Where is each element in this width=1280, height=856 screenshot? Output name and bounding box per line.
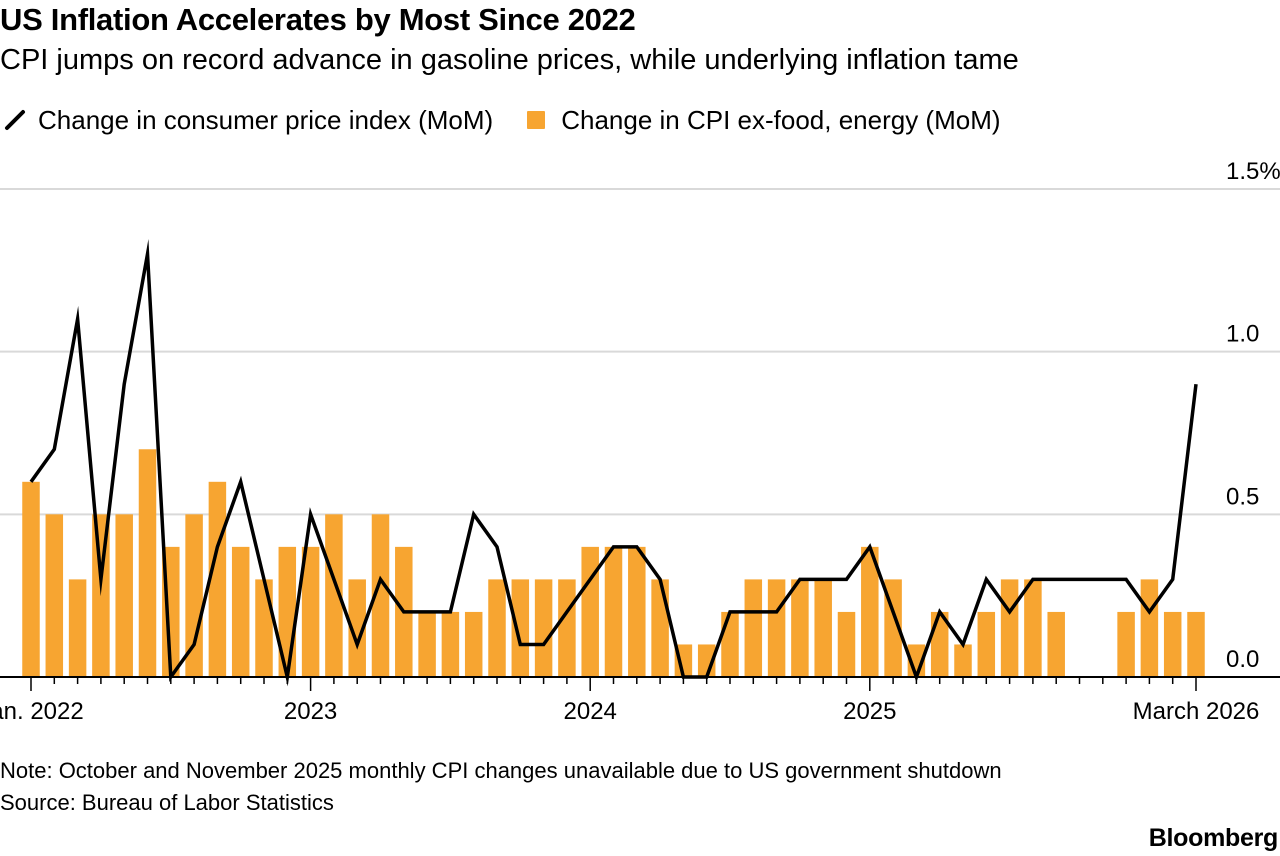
core-cpi-bar xyxy=(651,579,669,677)
chart-subtitle: CPI jumps on record advance in gasoline … xyxy=(0,44,1019,76)
core-cpi-bar xyxy=(581,546,599,677)
core-cpi-bar xyxy=(861,546,879,677)
footnote: Note: October and November 2025 monthly … xyxy=(0,758,1002,783)
core-cpi-bar xyxy=(977,611,996,677)
x-tick-label: March 2026 xyxy=(1133,698,1260,725)
core-cpi-bar xyxy=(68,579,87,677)
core-cpi-bar xyxy=(628,546,646,677)
core-cpi-bar xyxy=(791,579,809,677)
bloomberg-logo: Bloomberg xyxy=(1148,824,1279,852)
y-tick-label: 0.5 xyxy=(1226,483,1259,510)
legend-item-cpi: Change in consumer price index (MoM) xyxy=(4,105,493,136)
core-cpi-bar xyxy=(1117,611,1135,677)
y-tick-label: 0.0 xyxy=(1226,646,1259,673)
core-cpi-bar xyxy=(22,481,40,677)
core-cpi-bar xyxy=(418,611,436,677)
core-cpi-bar xyxy=(1140,579,1159,677)
legend-item-core-cpi: Change in CPI ex-food, energy (MoM) xyxy=(527,104,1001,136)
core-cpi-bar xyxy=(115,514,133,677)
core-cpi-bar xyxy=(1163,611,1182,677)
x-tick-label: 2023 xyxy=(284,698,337,725)
x-tick-label: Jan. 2022 xyxy=(0,698,84,725)
x-tick-label: 2025 xyxy=(843,698,896,725)
core-cpi-bar xyxy=(1047,611,1065,677)
core-cpi-bar xyxy=(255,579,273,677)
core-cpi-bar xyxy=(534,579,553,677)
core-cpi-bar xyxy=(185,514,203,677)
legend-label-core-cpi: Change in CPI ex-food, energy (MoM) xyxy=(561,104,1001,135)
source-note: Source: Bureau of Labor Statistics xyxy=(0,790,334,815)
legend-label-cpi: Change in consumer price index (MoM) xyxy=(38,104,494,135)
core-cpi-bar xyxy=(954,644,972,677)
y-tick-label: 1.5% xyxy=(1226,158,1280,185)
core-cpi-bar xyxy=(138,449,157,677)
core-cpi-bar xyxy=(1000,579,1019,677)
core-cpi-bar xyxy=(441,611,460,677)
core-cpi-bar xyxy=(464,611,483,677)
legend: Change in consumer price index (MoM) Cha… xyxy=(4,103,1035,137)
core-cpi-bar xyxy=(1187,611,1205,677)
core-cpi-bar xyxy=(558,579,576,677)
core-cpi-bar xyxy=(325,514,343,677)
core-cpi-bar xyxy=(744,579,763,677)
core-cpi-bar xyxy=(371,514,390,677)
chart-title: US Inflation Accelerates by Most Since 2… xyxy=(0,2,636,37)
bar-swatch-icon xyxy=(527,111,546,129)
core-cpi-bar xyxy=(511,579,530,677)
core-cpi-bar xyxy=(814,579,832,677)
line-swatch-icon xyxy=(5,110,25,130)
core-cpi-bar xyxy=(488,579,506,677)
core-cpi-bar xyxy=(721,611,739,677)
core-cpi-bar xyxy=(604,546,623,677)
core-cpi-bar xyxy=(301,546,320,677)
core-cpi-bar xyxy=(767,579,786,677)
core-cpi-bar xyxy=(348,579,366,677)
y-tick-label: 1.0 xyxy=(1226,321,1259,348)
core-cpi-bar xyxy=(45,514,64,677)
core-cpi-bar xyxy=(1024,579,1042,677)
core-cpi-bar xyxy=(837,611,856,677)
chart-plot: 0.0 0.5 1.0 1.5% Jan. 2022 2023 2024 2025 March … xyxy=(0,158,1280,725)
cpi-line xyxy=(29,239,1198,687)
core-cpi-bar xyxy=(231,546,250,677)
x-tick-label: 2024 xyxy=(564,698,617,725)
